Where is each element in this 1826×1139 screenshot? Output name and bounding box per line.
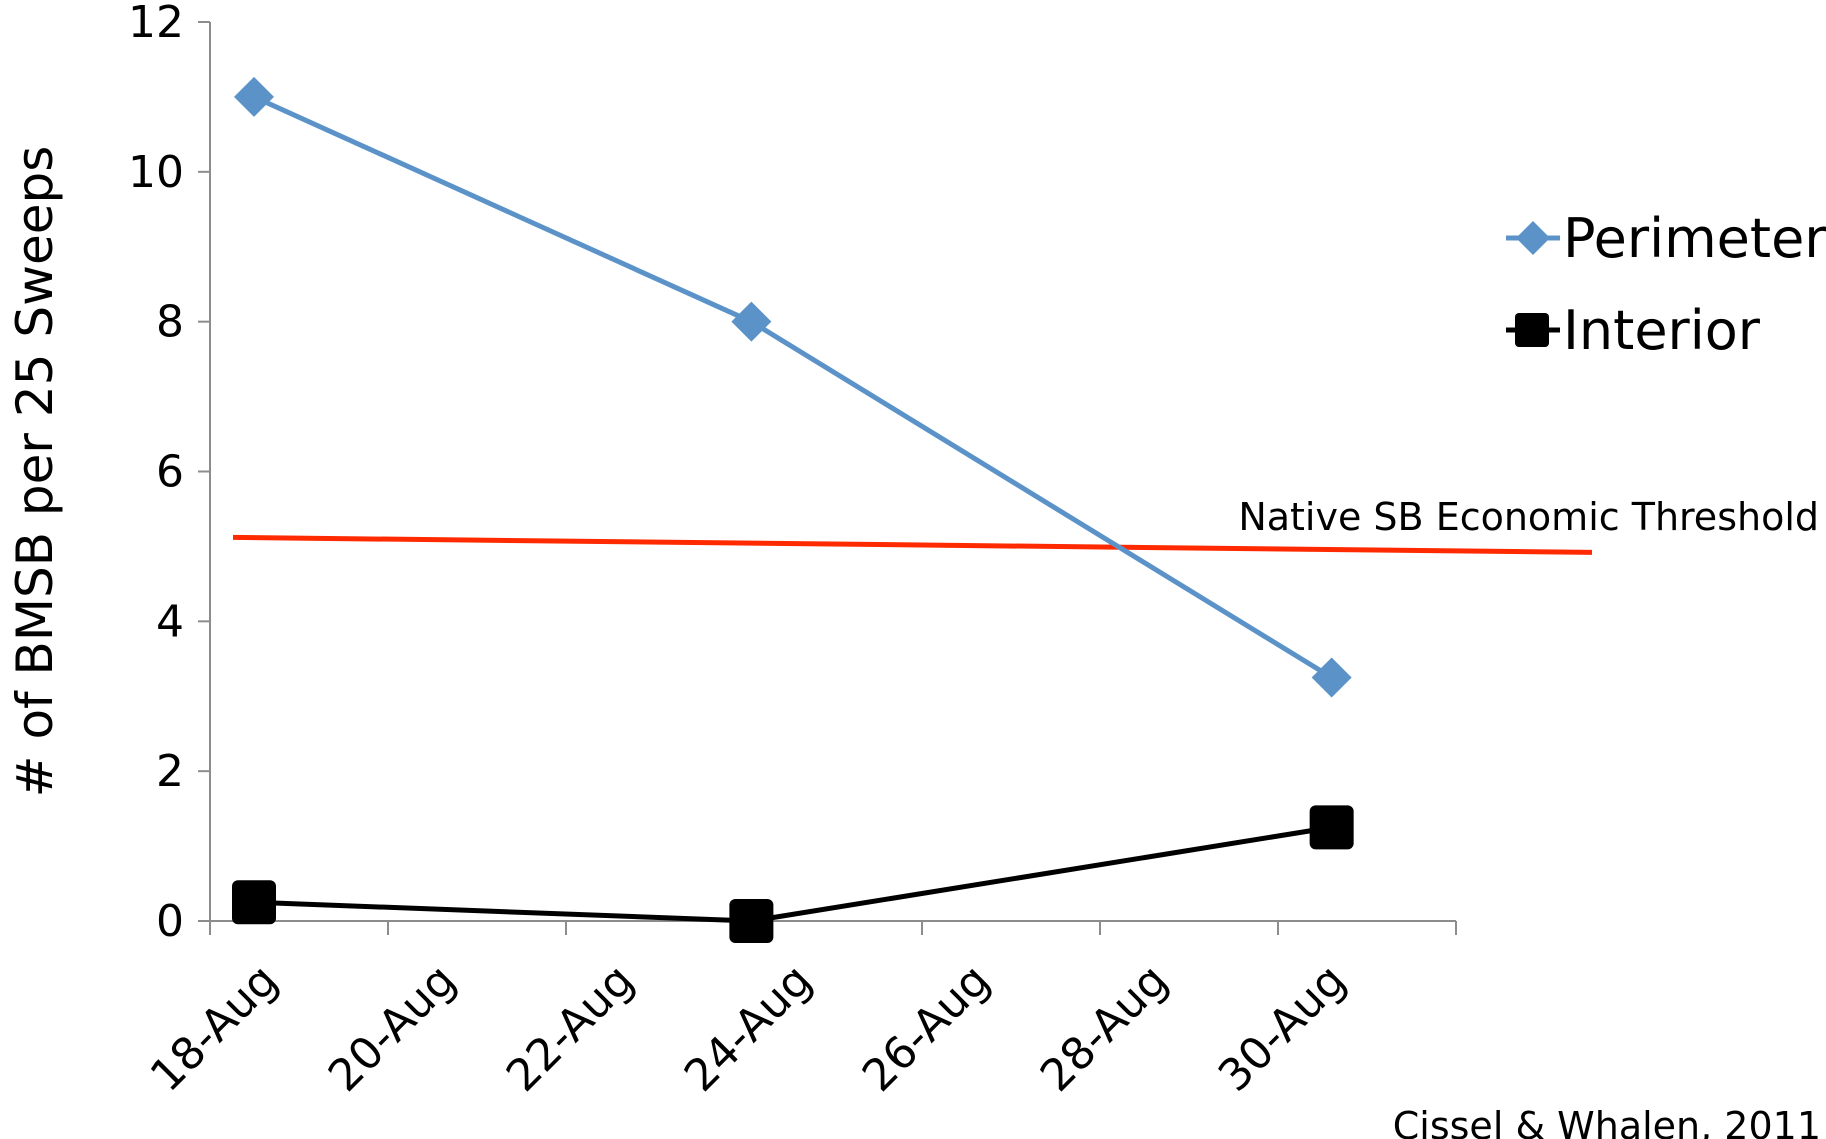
y-tick-label: 12 xyxy=(128,0,184,48)
y-tick-label: 2 xyxy=(156,746,184,797)
y-axis-title: # of BMSB per 25 Sweeps xyxy=(6,146,64,798)
perimeter-point xyxy=(731,302,771,342)
y-tick-label: 0 xyxy=(156,896,184,947)
x-tick-label: 22-Aug xyxy=(497,955,644,1102)
x-tick-label: 30-Aug xyxy=(1209,955,1356,1102)
interior-point xyxy=(729,899,773,943)
threshold-group xyxy=(233,537,1592,552)
x-tick-label: 24-Aug xyxy=(675,955,822,1102)
x-tick-label: 18-Aug xyxy=(141,955,288,1102)
x-tick-label: 26-Aug xyxy=(853,955,1000,1102)
perimeter-point xyxy=(234,77,274,117)
threshold-label: Native SB Economic Threshold xyxy=(1238,495,1819,539)
threshold-line xyxy=(233,537,1592,552)
perimeter-legend-label: Perimeter xyxy=(1563,207,1826,270)
interior-series-line xyxy=(254,827,1332,921)
x-tick-label: 20-Aug xyxy=(319,955,466,1102)
y-tick-label: 8 xyxy=(156,297,184,348)
y-tick-label: 6 xyxy=(156,447,184,498)
series-group xyxy=(232,77,1354,943)
interior-legend-marker xyxy=(1515,313,1549,347)
interior-legend-label: Interior xyxy=(1563,299,1761,362)
legend: Perimeter Interior xyxy=(1506,207,1826,362)
perimeter-legend-marker xyxy=(1516,221,1550,255)
y-tick-label: 10 xyxy=(128,147,184,198)
x-tick-label: 28-Aug xyxy=(1031,955,1178,1102)
interior-point xyxy=(1310,805,1354,849)
perimeter-point xyxy=(1312,658,1352,698)
perimeter-series-line xyxy=(254,97,1332,678)
interior-point xyxy=(232,880,276,924)
y-tick-label: 4 xyxy=(156,596,184,647)
credit-text: Cissel & Whalen, 2011 xyxy=(1393,1104,1821,1139)
